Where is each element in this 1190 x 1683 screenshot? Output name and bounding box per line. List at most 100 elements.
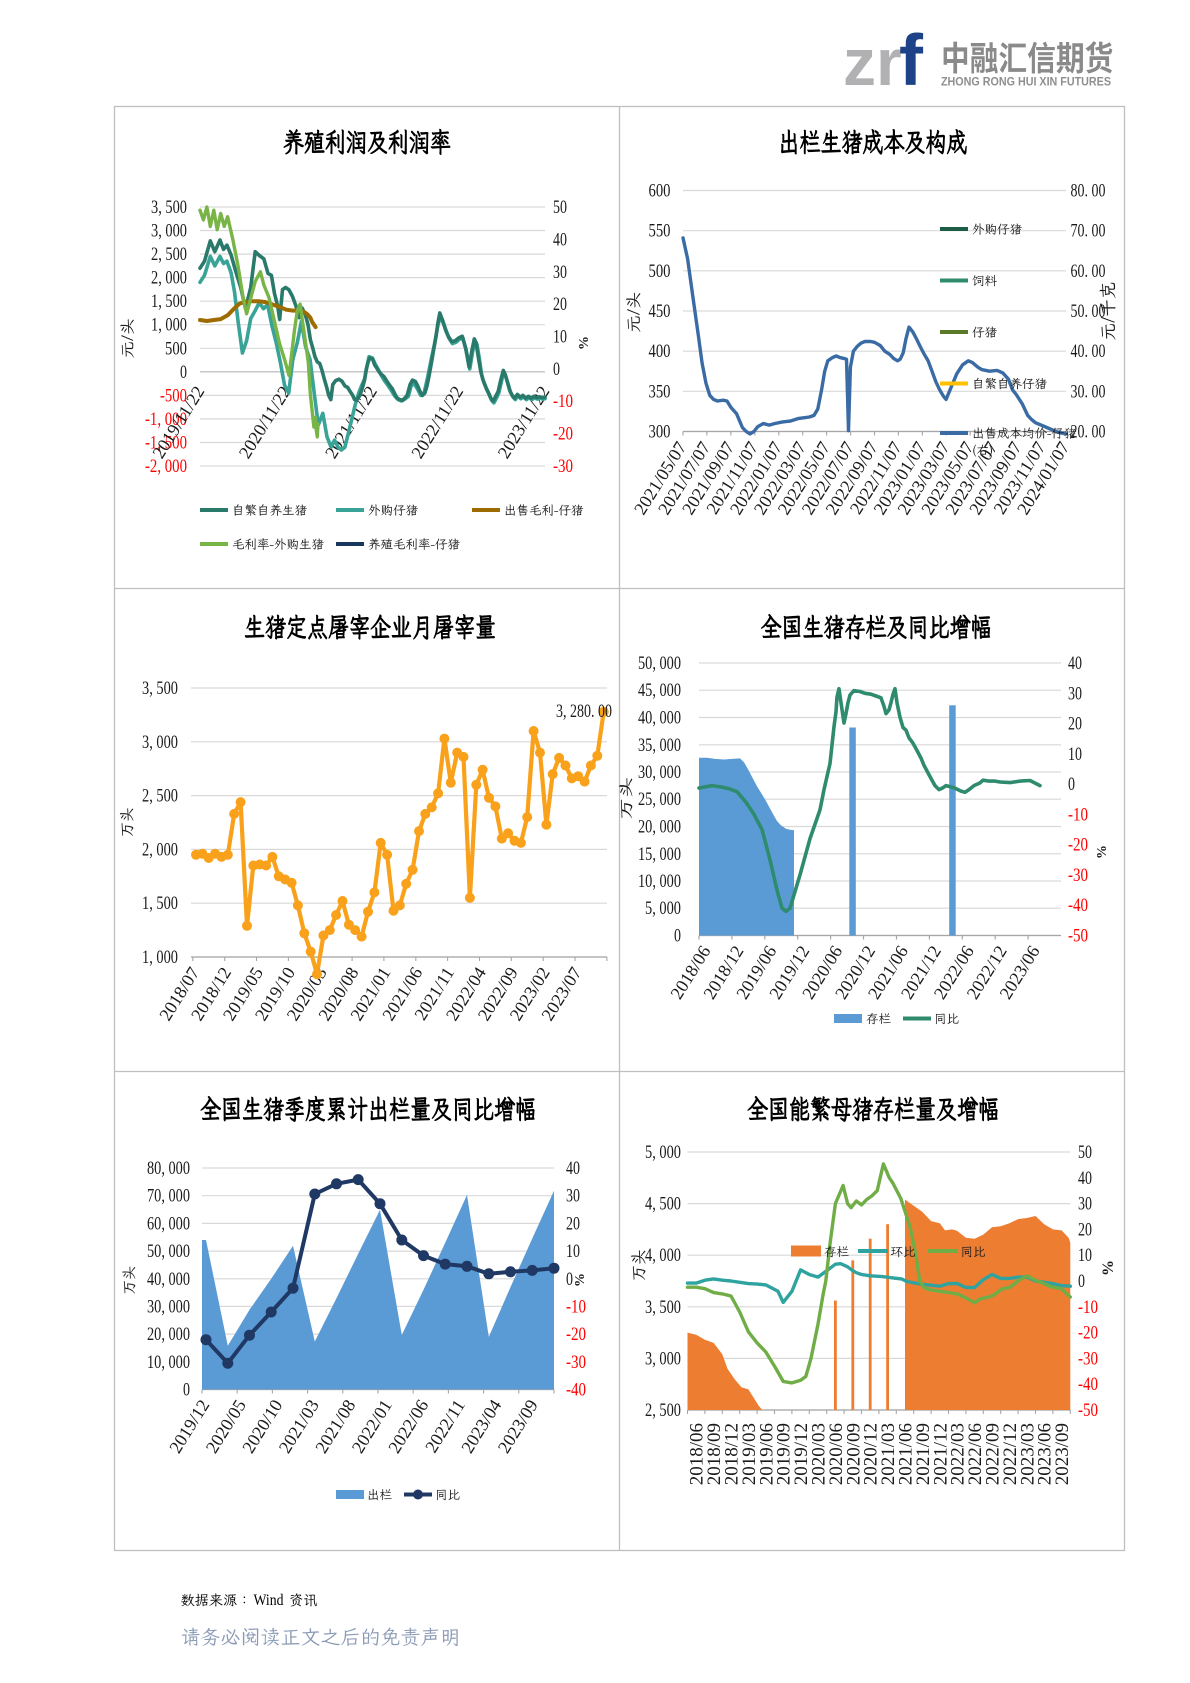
svg-text:10, 000: 10, 000	[638, 871, 681, 892]
svg-text:0: 0	[553, 359, 560, 380]
svg-text:40: 40	[1068, 653, 1082, 674]
svg-text:-50: -50	[1078, 1400, 1098, 1421]
svg-text:-30: -30	[566, 1352, 586, 1373]
svg-text:2022/12: 2022/12	[1000, 1423, 1021, 1485]
svg-text:-10: -10	[566, 1296, 586, 1317]
svg-text:2019/03: 2019/03	[739, 1423, 760, 1485]
svg-text:15, 000: 15, 000	[638, 844, 681, 865]
svg-text:500: 500	[165, 338, 187, 359]
svg-text:2023/09: 2023/09	[1052, 1423, 1073, 1485]
svg-text:5, 000: 5, 000	[645, 1142, 681, 1163]
svg-text:2020/06: 2020/06	[826, 1423, 847, 1485]
svg-text:3, 500: 3, 500	[151, 197, 187, 218]
svg-text:2018/09: 2018/09	[704, 1423, 725, 1485]
svg-text:2, 500: 2, 500	[151, 244, 187, 265]
svg-text:1, 000: 1, 000	[151, 315, 187, 336]
svg-text:3, 000: 3, 000	[645, 1348, 681, 1369]
svg-text:10: 10	[1078, 1245, 1092, 1266]
svg-text:70, 000: 70, 000	[147, 1186, 190, 1207]
svg-text:50, 000: 50, 000	[638, 653, 681, 674]
svg-text:-30: -30	[1078, 1348, 1098, 1369]
svg-text:2019/09: 2019/09	[774, 1423, 795, 1485]
svg-text:550: 550	[649, 221, 671, 242]
svg-text:0: 0	[1078, 1271, 1085, 1292]
svg-text:3, 000: 3, 000	[142, 732, 178, 753]
svg-text:10: 10	[1068, 744, 1082, 765]
svg-text:10, 000: 10, 000	[147, 1352, 190, 1373]
svg-text:60. 00: 60. 00	[1071, 261, 1106, 282]
svg-text:%: %	[573, 1273, 588, 1287]
svg-text:40. 00: 40. 00	[1071, 341, 1106, 362]
svg-text:50. 00: 50. 00	[1071, 301, 1106, 322]
svg-text:35, 000: 35, 000	[638, 735, 681, 756]
svg-text:0: 0	[1068, 774, 1075, 795]
svg-text:20, 000: 20, 000	[147, 1324, 190, 1345]
svg-text:-1, 500: -1, 500	[145, 433, 187, 454]
svg-text:-40: -40	[1078, 1374, 1098, 1395]
svg-text:2021/12: 2021/12	[930, 1423, 951, 1485]
svg-text:%: %	[1100, 1260, 1117, 1276]
svg-text:3, 280. 00: 3, 280. 00	[556, 701, 612, 722]
svg-text:2, 500: 2, 500	[142, 786, 178, 807]
svg-text:80. 00: 80. 00	[1071, 181, 1106, 202]
svg-text:2019/12: 2019/12	[791, 1423, 812, 1485]
svg-text:-2, 000: -2, 000	[145, 456, 187, 477]
svg-text:30: 30	[1068, 683, 1082, 704]
svg-text:4, 000: 4, 000	[645, 1245, 681, 1266]
svg-text:25, 000: 25, 000	[638, 789, 681, 810]
svg-text:20. 00: 20. 00	[1071, 422, 1106, 443]
svg-text:50: 50	[553, 197, 567, 218]
svg-text:400: 400	[649, 341, 671, 362]
svg-text:3, 500: 3, 500	[645, 1297, 681, 1318]
svg-text:2018/12: 2018/12	[722, 1423, 743, 1485]
svg-text:70. 00: 70. 00	[1071, 221, 1106, 242]
svg-text:2020/11/22: 2020/11/22	[235, 382, 295, 462]
svg-text:0: 0	[674, 926, 681, 947]
svg-text:2, 000: 2, 000	[142, 839, 178, 860]
svg-text:Wind: Wind	[254, 1592, 284, 1609]
svg-text:45, 000: 45, 000	[638, 680, 681, 701]
svg-text:20: 20	[1078, 1219, 1092, 1240]
svg-text:-10: -10	[1078, 1297, 1098, 1318]
svg-text:0: 0	[180, 362, 187, 383]
svg-text:-30: -30	[1068, 865, 1088, 886]
svg-text:%: %	[577, 336, 592, 350]
svg-text:1, 500: 1, 500	[151, 291, 187, 312]
svg-text:2022/09: 2022/09	[983, 1423, 1004, 1485]
svg-text:%: %	[1095, 845, 1110, 859]
svg-text:2, 000: 2, 000	[151, 268, 187, 289]
svg-text:1, 000: 1, 000	[142, 947, 178, 968]
svg-text:-10: -10	[553, 391, 573, 412]
svg-text:-20: -20	[566, 1324, 586, 1345]
svg-text:-10: -10	[1068, 804, 1088, 825]
svg-text:2021/09: 2021/09	[913, 1423, 934, 1485]
svg-text:40: 40	[566, 1158, 580, 1179]
svg-text:50, 000: 50, 000	[147, 1241, 190, 1262]
svg-text:5, 000: 5, 000	[645, 898, 681, 919]
svg-text:-20: -20	[553, 424, 573, 445]
svg-text:-30: -30	[553, 456, 573, 477]
svg-text:f: f	[899, 21, 924, 101]
svg-text:2022/11/22: 2022/11/22	[407, 382, 467, 462]
svg-text:-500: -500	[160, 385, 187, 406]
svg-text:60, 000: 60, 000	[147, 1213, 190, 1234]
svg-text:3, 500: 3, 500	[142, 678, 178, 699]
svg-text:2022/06: 2022/06	[965, 1423, 986, 1485]
svg-text:10: 10	[553, 327, 567, 348]
svg-text:30, 000: 30, 000	[638, 762, 681, 783]
svg-text:600: 600	[649, 181, 671, 202]
svg-text:2021/03: 2021/03	[878, 1423, 899, 1485]
svg-text:2020/03: 2020/03	[809, 1423, 830, 1485]
svg-text:zr: zr	[843, 25, 902, 99]
svg-text:2, 500: 2, 500	[645, 1400, 681, 1421]
svg-text:350: 350	[649, 381, 671, 402]
svg-text:40, 000: 40, 000	[147, 1269, 190, 1290]
svg-text:30: 30	[566, 1186, 580, 1207]
svg-text:2021/06: 2021/06	[896, 1423, 917, 1485]
svg-text:-20: -20	[1078, 1323, 1098, 1344]
svg-text:40: 40	[1078, 1168, 1092, 1189]
svg-text:30, 000: 30, 000	[147, 1296, 190, 1317]
svg-text:2022/03: 2022/03	[948, 1423, 969, 1485]
svg-text:450: 450	[649, 301, 671, 322]
svg-text:30. 00: 30. 00	[1071, 381, 1106, 402]
